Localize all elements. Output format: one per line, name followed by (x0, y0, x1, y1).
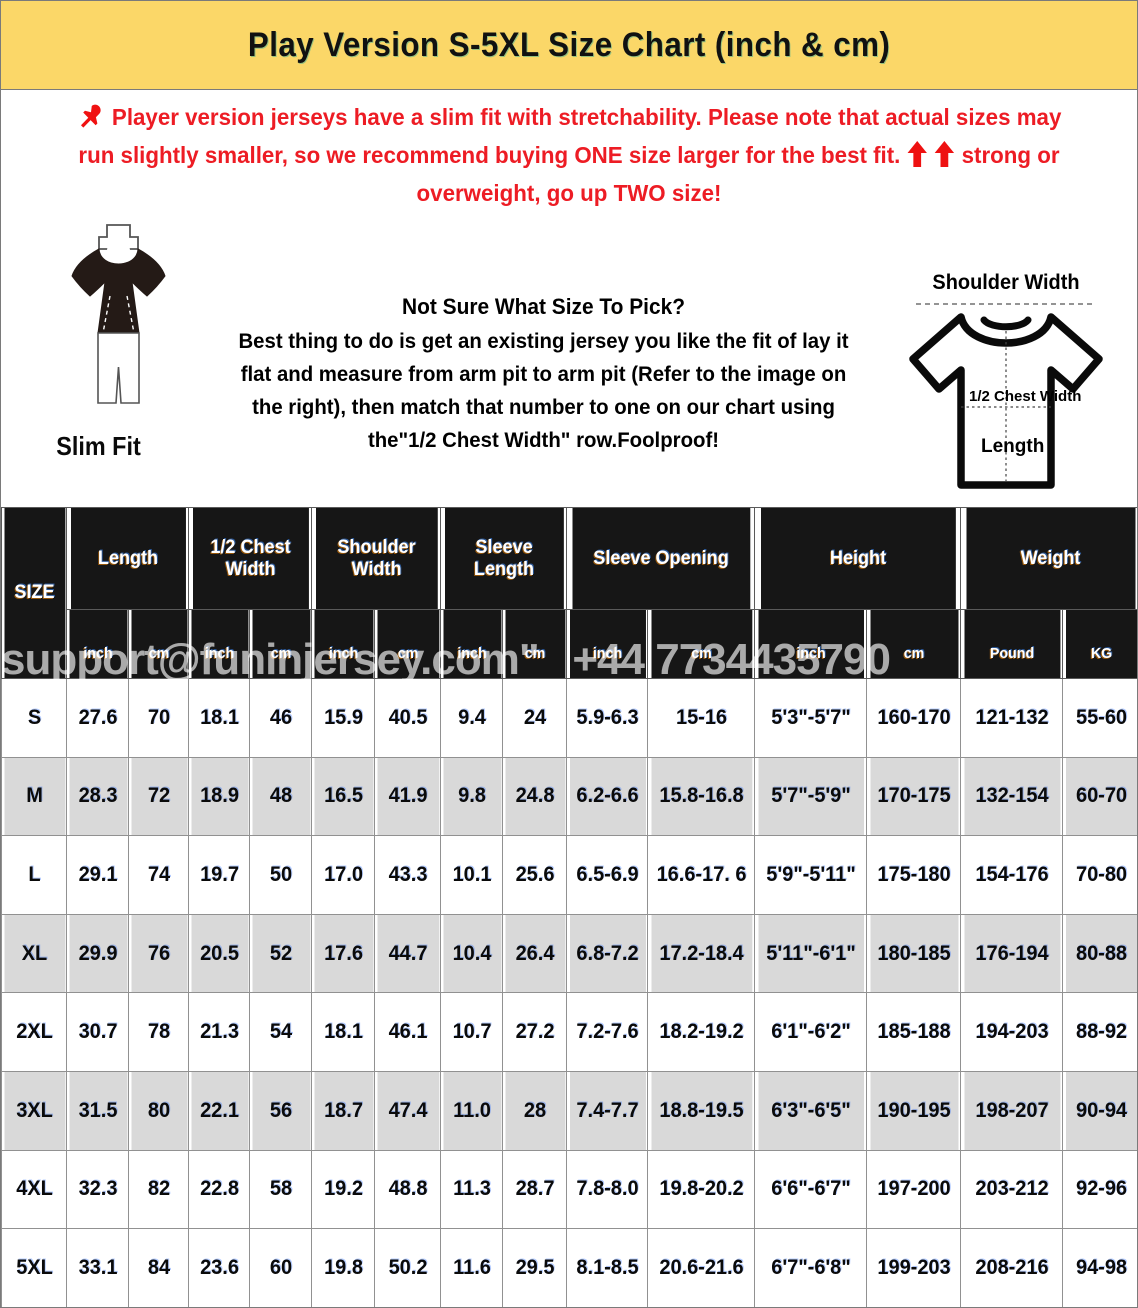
svg-text:1/2 Chest Width: 1/2 Chest Width (969, 388, 1081, 405)
svg-text:Shoulder Width: Shoulder Width (932, 271, 1079, 295)
svg-text:Length: Length (981, 436, 1044, 457)
